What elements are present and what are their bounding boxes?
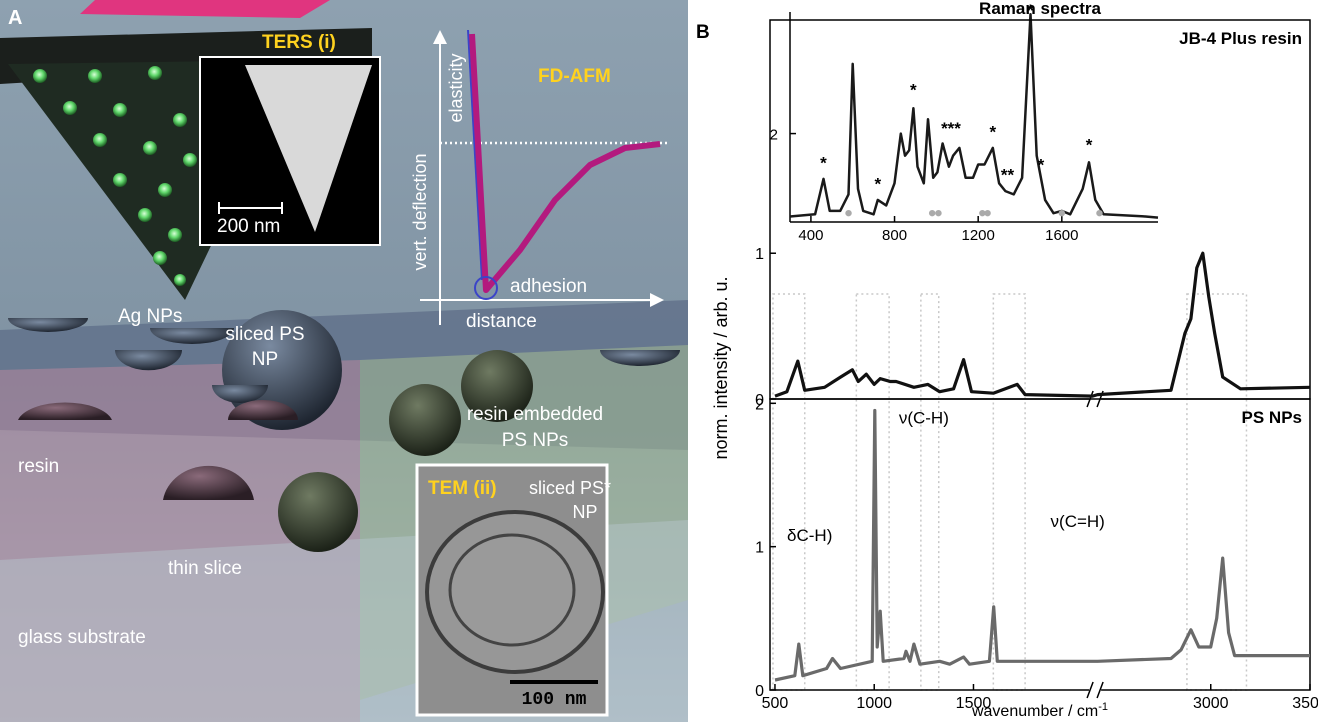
annotation: * — [910, 80, 917, 99]
x-axis-label-text: wavenumber / cm — [971, 703, 1098, 720]
annotation: * — [1027, 1, 1034, 20]
x-tick-label: 1000 — [856, 695, 892, 712]
x-axis-label: wavenumber / cm-1 — [971, 701, 1108, 720]
y-tick-label: 2 — [755, 396, 764, 413]
x-tick-label: 3500 — [1292, 695, 1318, 712]
label: NP — [572, 502, 597, 522]
band-dot — [979, 209, 986, 217]
label: sliced PS* — [529, 478, 611, 498]
band-dot — [845, 209, 852, 217]
highlight-region — [772, 293, 806, 691]
label: elasticity — [446, 53, 466, 122]
band-dot — [928, 209, 936, 217]
y-axis-label: norm. intensity / arb. u. — [711, 276, 731, 459]
highlight-region — [920, 293, 940, 691]
panel-a-render — [0, 0, 688, 722]
ag-nps — [33, 65, 217, 286]
sem-tip — [245, 65, 372, 232]
spectrum — [774, 408, 1310, 682]
annotation: ** — [1001, 165, 1015, 184]
panel-label: PS NPs — [1242, 408, 1302, 427]
label: sliced PS — [225, 324, 304, 345]
x-tick-label: 1200 — [961, 227, 994, 244]
annotation: δC-H) — [787, 526, 832, 545]
particles — [8, 310, 680, 552]
x-tick-label: 1600 — [1045, 227, 1078, 244]
label: PS NPs — [502, 430, 569, 451]
annotation: ν(C=H) — [1051, 512, 1105, 531]
highlight-region — [1186, 293, 1248, 691]
resin-pink — [0, 360, 360, 722]
label: FD-AFM — [538, 66, 611, 87]
cantilever-beam — [80, 0, 330, 18]
panel-a-labels: A TERS (i) 200 nm FD-AFM elasticity vert… — [8, 7, 611, 710]
y-tick-label: 1 — [755, 246, 764, 263]
spectrum — [789, 12, 1159, 219]
highlight-region — [992, 293, 1026, 691]
x-axis-label-sup: -1 — [1098, 701, 1108, 713]
band-dot — [1096, 209, 1103, 217]
y-tick-label: 2 — [770, 127, 778, 144]
panel-label: B — [696, 22, 710, 43]
annotation: * — [990, 122, 997, 141]
annotation: *** — [941, 119, 961, 138]
x-tick-label: 500 — [762, 695, 789, 712]
annotation: ν(C-H) — [899, 409, 949, 428]
y-tick-label: 0 — [755, 392, 764, 409]
label: TERS (i) — [262, 32, 336, 53]
axis-break — [1086, 681, 1104, 699]
plot-frame — [769, 398, 1311, 691]
label: vert. deflection — [410, 153, 430, 270]
label: thin slice — [168, 558, 242, 579]
band-dot — [935, 209, 942, 217]
label: Ag NPs — [118, 306, 182, 327]
annotation: * — [1086, 136, 1093, 155]
label: 200 nm — [217, 216, 280, 237]
fd-afm-schematic — [420, 29, 668, 325]
x-tick-label: 800 — [882, 227, 907, 244]
annotation: * — [1038, 156, 1045, 175]
panel-label: JB-4 Plus resin — [1179, 29, 1302, 48]
label: NP — [252, 349, 278, 370]
label: distance — [466, 311, 537, 332]
label: TEM (ii) — [428, 478, 497, 499]
label: resin embedded — [467, 404, 603, 425]
annotation: * — [820, 153, 827, 172]
x-tick-label: 3000 — [1193, 695, 1229, 712]
chart-title: Raman spectra — [979, 0, 1101, 18]
label: glass substrate — [18, 627, 146, 648]
y-tick-label: 1 — [755, 540, 764, 557]
x-tick-label: 400 — [798, 227, 823, 244]
label: resin — [18, 456, 59, 477]
band-dot — [984, 209, 991, 217]
annotation: * — [875, 174, 882, 193]
x-tick-label: 1500 — [956, 695, 992, 712]
plot-frame — [769, 19, 1311, 400]
spectrum — [774, 251, 1311, 398]
y-tick-label: 0 — [755, 683, 764, 700]
panel-label: A — [8, 7, 22, 29]
panel-b-labels: B Raman spectra norm. intensity / arb. u… — [696, 0, 1108, 720]
label: 100 nm — [522, 690, 587, 710]
label: adhesion — [510, 276, 587, 297]
band-dot — [1058, 209, 1066, 217]
